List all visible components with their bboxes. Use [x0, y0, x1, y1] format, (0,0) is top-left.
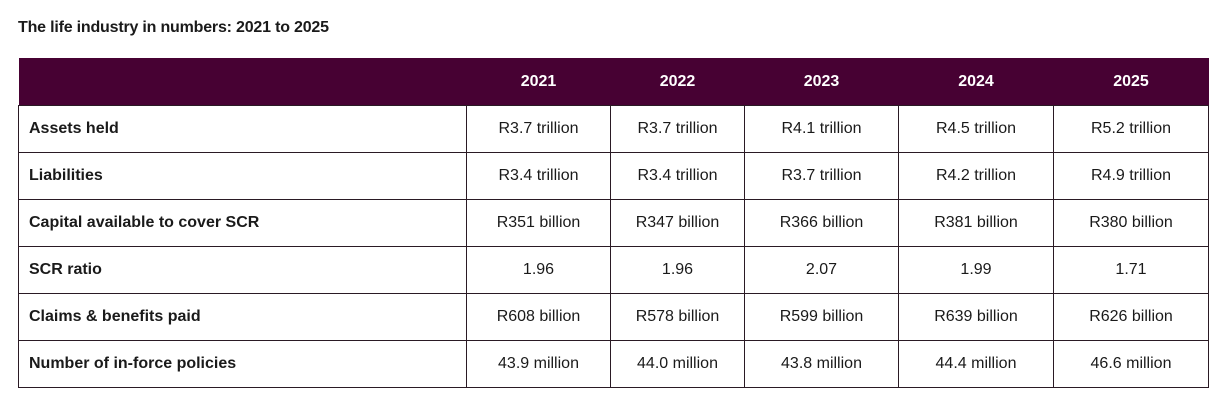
table-row: Capital available to cover SCR R351 billi…: [18, 199, 1209, 247]
cell-2021: R351 billion: [466, 199, 611, 247]
cell-2022: R347 billion: [610, 199, 745, 247]
cell-2022: R3.7 trillion: [610, 105, 745, 153]
table-row: Claims & benefits paid R608 billion R578 b…: [18, 293, 1209, 341]
row-label: Capital available to cover SCR: [18, 199, 467, 247]
cell-2025: R5.2 trillion: [1053, 105, 1209, 153]
cell-2021: 43.9 million: [466, 340, 611, 388]
cell-2021: R608 billion: [466, 293, 611, 341]
header-row: 2021 2022 2023 2024 2025: [18, 58, 1209, 106]
cell-2024: R381 billion: [898, 199, 1054, 247]
cell-2023: R599 billion: [744, 293, 899, 341]
cell-2021: R3.4 trillion: [466, 152, 611, 200]
column-header-2021: 2021: [466, 58, 611, 106]
table-row: SCR ratio 1.96 1.96 2.07 1.99 1.71: [18, 246, 1209, 294]
row-label: SCR ratio: [18, 246, 467, 294]
column-header-2024: 2024: [898, 58, 1054, 106]
column-header-2023: 2023: [744, 58, 899, 106]
cell-2025: R4.9 trillion: [1053, 152, 1209, 200]
cell-2022: 44.0 million: [610, 340, 745, 388]
cell-2024: R639 billion: [898, 293, 1054, 341]
table-row: Number of in-force policies 43.9 million 4…: [18, 340, 1209, 388]
cell-2024: 1.99: [898, 246, 1054, 294]
cell-2025: 46.6 million: [1053, 340, 1209, 388]
row-label: Claims & benefits paid: [18, 293, 467, 341]
row-label: Assets held: [18, 105, 467, 153]
cell-2025: R380 billion: [1053, 199, 1209, 247]
cell-2022: 1.96: [610, 246, 745, 294]
table-row: Liabilities R3.4 trillion R3.4 trillion R3.…: [18, 152, 1209, 200]
cell-2023: R3.7 trillion: [744, 152, 899, 200]
table-row: Assets held R3.7 trillion R3.7 trillion R4.…: [18, 105, 1209, 153]
column-header-2022: 2022: [610, 58, 745, 106]
cell-2023: 43.8 million: [744, 340, 899, 388]
cell-2021: R3.7 trillion: [466, 105, 611, 153]
cell-2023: R4.1 trillion: [744, 105, 899, 153]
cell-2023: R366 billion: [744, 199, 899, 247]
cell-2022: R578 billion: [610, 293, 745, 341]
life-industry-table: 2021 2022 2023 2024 2025 Assets held R3.7…: [18, 58, 1209, 388]
cell-2021: 1.96: [466, 246, 611, 294]
cell-2022: R3.4 trillion: [610, 152, 745, 200]
cell-2025: 1.71: [1053, 246, 1209, 294]
table-title: The life industry in numbers: 2021 to 20…: [18, 19, 329, 36]
row-label: Number of in-force policies: [18, 340, 467, 388]
cell-2025: R626 billion: [1053, 293, 1209, 341]
column-header-label: [18, 58, 467, 106]
column-header-2025: 2025: [1053, 58, 1209, 106]
cell-2024: R4.2 trillion: [898, 152, 1054, 200]
cell-2023: 2.07: [744, 246, 899, 294]
row-label: Liabilities: [18, 152, 467, 200]
cell-2024: R4.5 trillion: [898, 105, 1054, 153]
cell-2024: 44.4 million: [898, 340, 1054, 388]
